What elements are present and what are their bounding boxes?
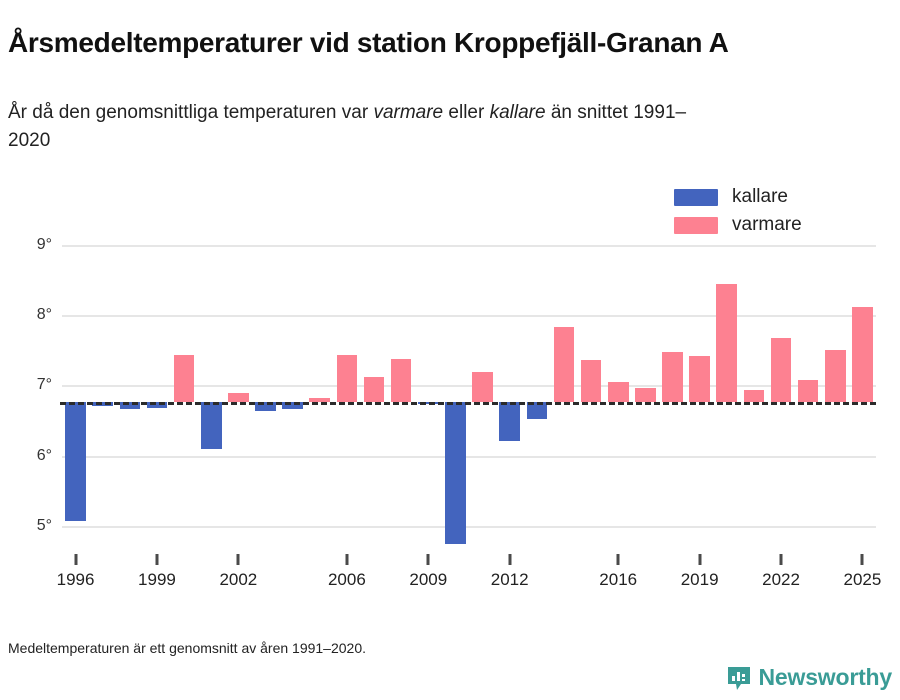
legend-label-varmare: varmare	[732, 214, 802, 235]
bar-1996[interactable]	[65, 402, 86, 521]
x-axis-tick-label-1999: 1999	[138, 570, 176, 589]
bar-2021[interactable]	[743, 390, 765, 403]
bar-2020[interactable]	[716, 283, 738, 403]
bar-2025[interactable]	[852, 306, 873, 403]
bar-2019[interactable]	[689, 356, 710, 403]
gridline-6	[62, 455, 876, 458]
y-axis-tick-label-8: 8°	[36, 306, 52, 324]
x-axis-tick-2016	[616, 554, 620, 565]
bar-2003[interactable]	[255, 402, 276, 411]
gridline-5	[62, 525, 876, 528]
chart-subtitle: År då den genomsnittliga temperaturen va…	[8, 99, 708, 154]
legend-swatch-varmare	[674, 216, 718, 234]
x-axis-tick-2002	[236, 554, 240, 565]
bar-2006[interactable]	[336, 355, 358, 403]
x-axis-tick-label-2025: 2025	[843, 570, 882, 589]
x-axis-tick-2019	[698, 554, 702, 565]
bar-2002[interactable]	[228, 392, 249, 403]
bar-2012[interactable]	[499, 402, 520, 441]
x-axis-tick-label-2019: 2019	[680, 570, 719, 589]
bar-2001[interactable]	[200, 402, 222, 449]
bar-2017[interactable]	[635, 388, 656, 403]
bar-2013[interactable]	[526, 402, 548, 420]
bar-2005[interactable]	[309, 398, 331, 403]
y-axis-tick-label-5: 5°	[36, 516, 52, 534]
x-axis-tick-2009	[426, 554, 430, 565]
chart-footnote: Medeltemperaturen är ett genomsnitt av å…	[8, 640, 367, 656]
x-axis-tick-label-1996: 1996	[56, 570, 95, 589]
bar-2015[interactable]	[580, 360, 602, 403]
x-axis: 1996 1999 2002 2006 2009 2012 2016 2019 2022 2025	[57, 554, 881, 604]
baseline-average-line	[60, 402, 876, 406]
bar-2008[interactable]	[390, 358, 412, 403]
bar-1998[interactable]	[119, 402, 141, 410]
bar-2024[interactable]	[824, 349, 846, 403]
bar-2018[interactable]	[662, 351, 683, 403]
x-axis-tick-label-2006: 2006	[327, 570, 366, 589]
x-axis-tick-label-2022: 2022	[762, 570, 800, 589]
x-axis-tick-2022	[779, 554, 783, 565]
x-axis-tick-label-2002: 2002	[219, 570, 258, 589]
bar-chart-logo-icon	[726, 665, 752, 691]
legend-item-kallare[interactable]: kallare	[674, 183, 864, 211]
bar-2014[interactable]	[553, 327, 575, 403]
x-axis-tick-2006	[345, 554, 349, 565]
subtitle-emphasis-varmare: varmare	[373, 102, 444, 123]
x-axis-tick-2025	[860, 554, 864, 565]
y-axis-tick-label-7: 7°	[36, 376, 52, 394]
y-axis-tick-label-6: 6°	[36, 446, 52, 464]
x-axis-tick-label-2012: 2012	[490, 570, 529, 589]
bar-2011[interactable]	[472, 372, 493, 403]
bar-2016[interactable]	[607, 381, 629, 403]
legend-item-varmare[interactable]: varmare	[674, 211, 864, 239]
newsworthy-logo[interactable]: Newsworthy	[726, 664, 892, 691]
bar-2023[interactable]	[797, 379, 819, 403]
x-axis-tick-1996	[74, 554, 78, 565]
x-axis-tick-label-2009: 2009	[409, 570, 448, 589]
y-axis-tick-label-9: 9°	[36, 236, 52, 254]
bar-2022[interactable]	[770, 338, 792, 403]
newsworthy-wordmark: Newsworthy	[758, 664, 893, 690]
bar-2010[interactable]	[445, 402, 466, 545]
x-axis-tick-2012	[508, 554, 512, 565]
legend-label-kallare: kallare	[732, 186, 788, 207]
page-title: Årsmedeltemperaturer vid station Kroppef…	[8, 26, 729, 58]
legend-swatch-kallare	[674, 188, 718, 206]
bar-2007[interactable]	[363, 377, 385, 403]
gridline-9	[62, 245, 876, 248]
subtitle-part-1: År då den genomsnittliga temperaturen va…	[8, 102, 374, 123]
bar-2004[interactable]	[282, 402, 303, 410]
gridline-7	[62, 385, 876, 388]
gridline-8	[62, 315, 876, 318]
bar-2000[interactable]	[173, 355, 195, 403]
x-axis-tick-label-2016: 2016	[599, 570, 638, 589]
subtitle-emphasis-kallare: kallare	[489, 102, 546, 123]
subtitle-part-3: än snittet 1991–2020	[8, 102, 687, 151]
chart-legend: kallare varmare	[674, 183, 864, 239]
subtitle-part-2: eller	[443, 102, 490, 123]
x-axis-tick-1999	[155, 554, 159, 565]
plot-area: 5° 6° 7° 8° 9°	[37, 224, 876, 554]
